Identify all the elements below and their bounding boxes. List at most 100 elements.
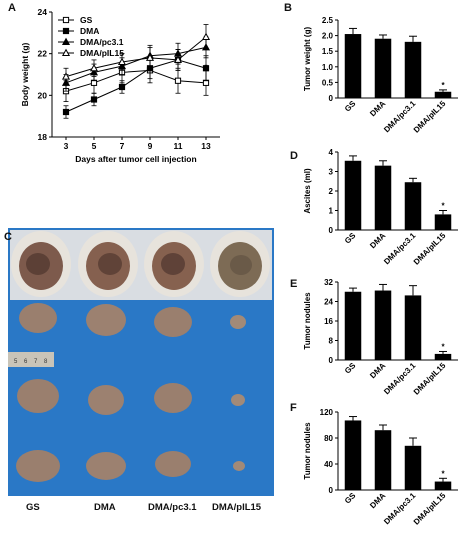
bar [344,420,362,490]
panel-letter-a: A [8,2,16,14]
series-line [65,69,207,92]
series-line [65,59,207,113]
photo-label-dma: DMA [94,502,116,513]
data-point-marker [61,72,71,80]
x-tick-label: 11 [174,141,183,151]
significance-star: * [441,469,445,478]
bar [404,295,422,360]
y-tick-label: 0.5 [322,78,334,87]
y-tick-label: 120 [320,408,334,417]
y-axis-title: Tumor weight (g) [303,27,312,92]
bar [404,41,422,98]
panel-letter-e: E [290,278,298,290]
x-tick-label: DMA [368,231,387,250]
x-tick-label: 13 [201,141,211,151]
x-tick-label: DMA [368,361,387,380]
x-tick-label: GS [343,99,358,114]
x-axis-title: Days after tumor cell injection [75,154,196,164]
bar [344,34,362,98]
tumor-specimen-photo: 5 6 7 8 [8,228,274,496]
ruler-mark-7: 7 [34,359,38,365]
data-point-marker [173,55,183,63]
bar [404,182,422,230]
y-axis-title: Tumor nodules [303,422,312,480]
y-tick-label: 2.0 [322,32,334,41]
y-tick-label: 0 [329,226,334,235]
data-point-marker [201,32,211,40]
y-tick-label: 4 [329,148,334,157]
mouse-abdomen-row [10,230,272,300]
data-point-marker [61,37,71,45]
y-axis-title: Ascites (ml) [303,168,312,214]
bar [434,481,452,490]
x-tick-label: 9 [148,141,153,151]
bar [374,430,392,490]
y-tick-label: 80 [324,434,333,443]
data-point-marker [145,53,155,61]
bar [404,445,422,490]
y-tick-label: 24 [324,298,333,307]
y-tick-label: 32 [324,278,333,287]
bar [374,38,392,98]
y-tick-label: 3 [329,168,334,177]
legend-entry: GS [58,15,93,25]
y-tick-label: 22 [38,49,48,59]
body-weight-line-chart: 18 20 22 24 3 5 7 9 11 13 Days after tumor cell in… [20,7,220,164]
y-tick-label: 2.5 [322,16,334,25]
mouse-abdomen-gs [11,231,71,297]
x-tick-label: GS [343,231,358,246]
mouse-abdomen-dma-pc3.1 [144,231,204,297]
y-tick-label: 1.0 [322,63,334,72]
x-tick-label: DMA [368,491,387,510]
bar [344,160,362,230]
photo-label-dma-pc3.1: DMA/pc3.1 [148,502,197,513]
tumor-pieces-dma-pil15 [230,315,246,471]
bar [374,290,392,360]
panel-letter-d: D [290,150,298,162]
bar [434,214,452,230]
x-tick-label: DMA/pIL15 [412,231,448,267]
bar [344,291,362,360]
y-tick-label: 16 [324,317,333,326]
data-point-marker [118,83,126,91]
data-point-marker [174,77,182,84]
photo-label-dma-pil15: DMA/pIL15 [212,502,262,513]
tumor-weight-bar-chart: 0 0.5 1.0 1.5 2.0 2.5 Tumor weight (g) GS DMA DMA… [303,16,458,135]
panel-letter-b: B [284,2,292,14]
y-tick-label: 0 [329,94,334,103]
y-tick-label: 24 [38,7,48,17]
x-tick-label: DMA/pIL15 [412,361,448,397]
x-tick-label: DMA/pIL15 [412,491,448,527]
y-axis-title: Tumor nodules [303,292,312,350]
legend-label: GS [80,15,93,25]
panel-letter-f: F [290,402,297,414]
tumor-pieces-dma-pc3.1 [154,307,192,477]
y-tick-label: 18 [38,132,48,142]
data-point-marker [62,16,70,24]
y-tick-label: 20 [38,90,48,100]
y-tick-label: 1 [329,207,334,216]
x-tick-label: 3 [64,141,69,151]
mouse-abdomen-dma [78,231,138,297]
y-tick-label: 0 [329,486,334,495]
y-axis-title: Body weight (g) [20,42,30,106]
legend-label: DMA/pIL15 [80,48,124,58]
y-tick-label: 40 [324,460,333,469]
x-tick-label: 7 [120,141,125,151]
photo-label-gs: GS [26,502,40,513]
ruler-mark-5: 5 [14,359,18,365]
data-point-marker [61,48,71,56]
x-tick-label: GS [343,491,358,506]
data-point-marker [117,57,127,65]
legend-entry: DMA/pc3.1 [58,37,124,47]
ruler-mark-6: 6 [24,359,28,365]
series-gs [62,57,210,102]
legend-label: DMA/pc3.1 [80,37,124,47]
series-dma-pil15 [61,24,211,86]
data-point-marker [62,27,70,35]
significance-star: * [441,202,445,211]
series-line [65,46,207,84]
series-line [65,36,207,78]
